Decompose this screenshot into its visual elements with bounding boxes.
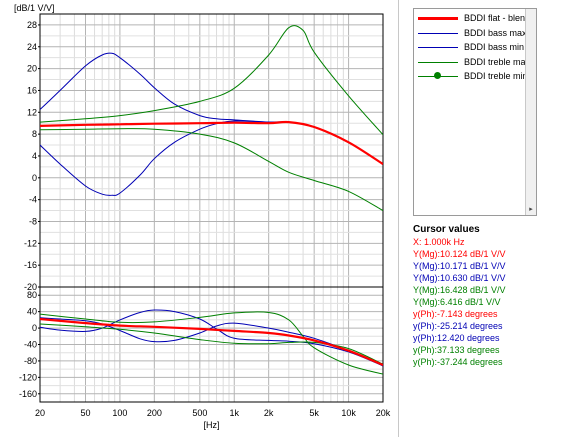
legend-swatch xyxy=(418,32,458,34)
y-tick-label: 8 xyxy=(32,129,37,139)
cursor-value: X: 1.000k Hz xyxy=(413,237,465,247)
cursor-value: y(Ph):-7.143 degrees xyxy=(413,309,498,319)
x-tick-label: 2k xyxy=(264,408,274,418)
y-tick-label: -20 xyxy=(24,282,37,292)
x-tick-label: 5k xyxy=(309,408,319,418)
series-line-bddi-bass-min xyxy=(40,317,383,367)
y-axis-label: [dB/1 V/V] xyxy=(14,3,55,13)
legend-label: BDDI bass max xyxy=(464,27,527,38)
y-tick-label: 40 xyxy=(27,307,37,317)
x-tick-label: 50 xyxy=(80,408,90,418)
x-axis-label: [Hz] xyxy=(203,420,219,430)
series-line-bddi-bass-min xyxy=(40,120,383,196)
legend-item[interactable]: BDDI treble max xyxy=(414,55,536,69)
cursor-value: Y(Mg):10.171 dB/1 V/V xyxy=(413,261,506,271)
legend-item[interactable]: BDDI treble min xyxy=(414,69,536,83)
y-tick-label: 28 xyxy=(27,20,37,30)
cursor-value: y(Ph):12.420 degrees xyxy=(413,333,500,343)
scroll-right-icon[interactable]: ▸ xyxy=(529,206,533,213)
y-tick-label: -8 xyxy=(29,216,37,226)
y-tick-label: 4 xyxy=(32,151,37,161)
x-tick-label: 100 xyxy=(112,408,127,418)
legend-label: BDDI flat - blend 0 xyxy=(464,13,537,23)
legend-item[interactable]: BDDI bass max xyxy=(414,26,536,40)
series-line-bddi-flat-blend-0 xyxy=(40,317,383,367)
y-tick-label: 0 xyxy=(32,323,37,333)
x-tick-label: 20 xyxy=(35,408,45,418)
cursor-values-panel: Cursor values X: 1.000k Hz Y(Mg):10.124 d… xyxy=(413,224,558,368)
y-tick-label: 20 xyxy=(27,64,37,74)
cursor-values-title: Cursor values xyxy=(413,224,480,235)
series-line-bddi-bass-max xyxy=(40,52,383,165)
cursor-value: Y(Mg):6.416 dB/1 V/V xyxy=(413,297,501,307)
legend-swatch xyxy=(418,47,458,48)
cursor-value: y(Ph):-37.244 degrees xyxy=(413,357,503,367)
legend-item[interactable]: BDDI flat - blend 0 xyxy=(414,11,537,25)
x-tick-label: 10k xyxy=(341,408,356,418)
magnitude-series-group xyxy=(40,25,383,212)
legend-panel[interactable]: BDDI flat - blend 0 BDDI bass max BDDI bas… xyxy=(413,8,537,216)
series-line-bddi-treble-max xyxy=(40,311,383,375)
y-tick-label: 0 xyxy=(32,173,37,183)
cursor-value: y(Ph):-25.214 degrees xyxy=(413,321,503,331)
cursor-value: Y(Mg):10.124 dB/1 V/V xyxy=(413,249,506,259)
y-tick-label: 16 xyxy=(27,85,37,95)
series-line-bddi-treble-max xyxy=(40,25,383,136)
x-tick-label: 20k xyxy=(376,408,391,418)
y-tick-label: 12 xyxy=(27,107,37,117)
legend-swatch xyxy=(418,61,458,63)
y-tick-label: -160 xyxy=(19,389,37,399)
phase-panel: -160 -120 -80 -40 0 40 80 xyxy=(19,286,384,403)
x-tick-label: 500 xyxy=(192,408,207,418)
y-tick-label: -4 xyxy=(29,195,37,205)
legend-label: BDDI treble max xyxy=(464,56,531,67)
legend-label: BDDI bass min xyxy=(464,42,525,52)
magnitude-panel: -20 -16 -12 -8 -4 0 4 8 12 16 20 24 28 [dB/1 V/V] xyxy=(14,3,384,292)
x-tick-label: 200 xyxy=(147,408,162,418)
panel-divider xyxy=(398,0,399,437)
y-tick-label: 24 xyxy=(27,42,37,52)
cursor-value: y(Ph):37.133 degrees xyxy=(413,345,500,355)
phase-series-group xyxy=(40,309,383,375)
y-tick-label: -16 xyxy=(24,260,37,270)
legend-label: BDDI treble min xyxy=(464,71,528,81)
cursor-value: Y(Mg):10.630 dB/1 V/V xyxy=(413,273,506,283)
y-tick-label: -80 xyxy=(24,356,37,366)
series-line-bddi-flat-blend-0 xyxy=(40,120,383,166)
legend-scrollbar[interactable]: ▸ xyxy=(525,9,536,215)
y-tick-label: -120 xyxy=(19,372,37,382)
magnitude-frame xyxy=(39,13,384,288)
series-line-bddi-treble-min xyxy=(40,128,383,212)
legend-swatch xyxy=(418,17,458,20)
cursor-value: Y(Mg):16.428 dB/1 V/V xyxy=(413,285,506,295)
x-tick-label: 1k xyxy=(229,408,239,418)
y-tick-label: 80 xyxy=(27,290,37,300)
legend-item[interactable]: BDDI bass min xyxy=(414,40,536,54)
y-tick-label: -40 xyxy=(24,340,37,350)
y-tick-label: -12 xyxy=(24,238,37,248)
legend-marker-dot xyxy=(434,72,441,79)
